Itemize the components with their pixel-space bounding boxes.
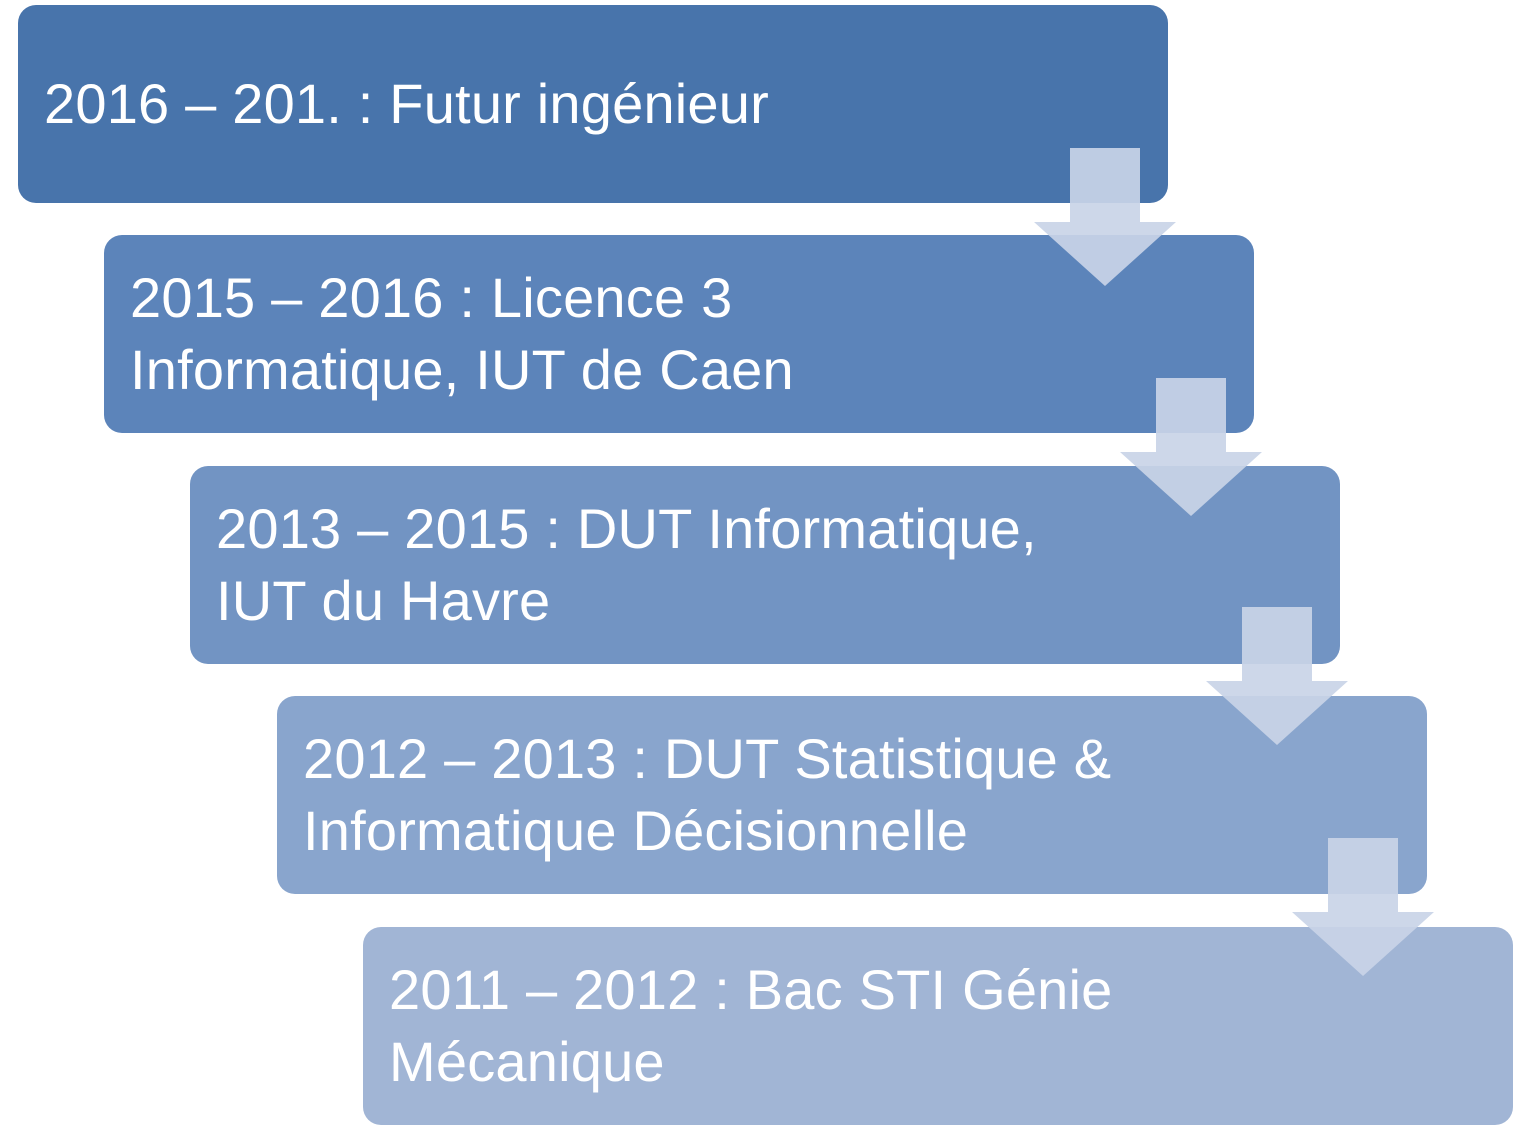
down-arrow-icon bbox=[1292, 838, 1434, 976]
down-arrow-icon bbox=[1206, 607, 1348, 745]
down-arrow-icon bbox=[1034, 148, 1176, 286]
timeline-step-2016: 2016 – 201. : Futur ingénieur bbox=[18, 5, 1168, 203]
timeline-step-2013: 2013 – 2015 : DUT Informatique, IUT du H… bbox=[190, 466, 1340, 664]
timeline-step-2012: 2012 – 2013 : DUT Statistique & Informat… bbox=[277, 696, 1427, 894]
step-label: 2015 – 2016 : Licence 3 Informatique, IU… bbox=[130, 266, 794, 401]
step-label: 2016 – 201. : Futur ingénieur bbox=[44, 72, 769, 135]
step-label: 2011 – 2012 : Bac STI Génie Mécanique bbox=[389, 958, 1113, 1093]
step-label: 2013 – 2015 : DUT Informatique, IUT du H… bbox=[216, 497, 1037, 632]
timeline-step-2011: 2011 – 2012 : Bac STI Génie Mécanique bbox=[363, 927, 1513, 1125]
timeline-step-2015: 2015 – 2016 : Licence 3 Informatique, IU… bbox=[104, 235, 1254, 433]
step-label: 2012 – 2013 : DUT Statistique & Informat… bbox=[303, 727, 1112, 862]
down-arrow-icon bbox=[1120, 378, 1262, 516]
